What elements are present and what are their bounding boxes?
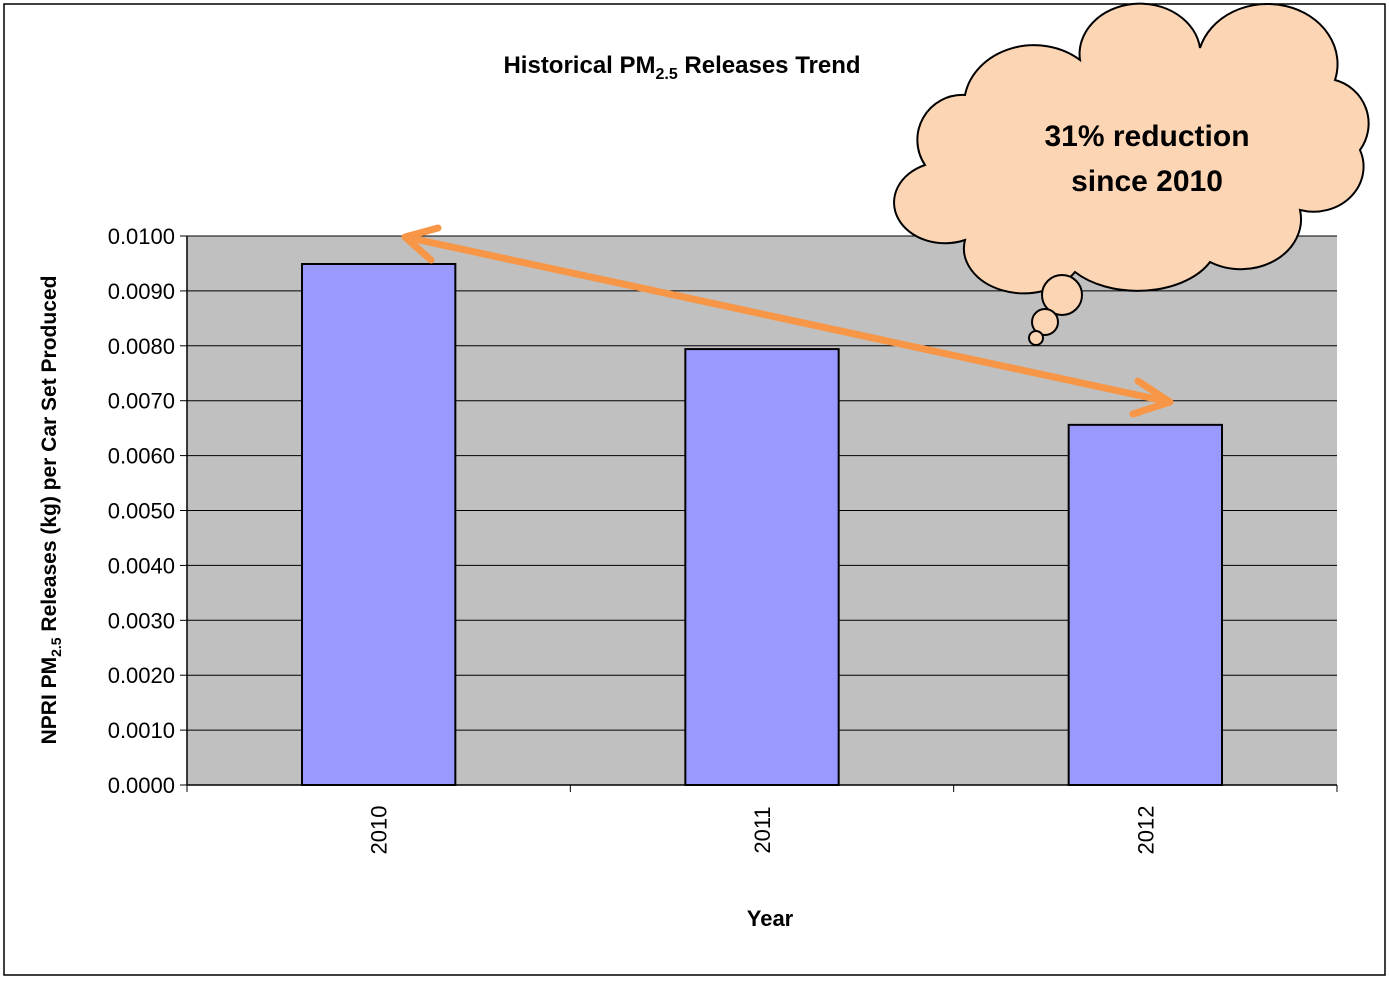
y-label-subscript: 2.5 (48, 637, 64, 657)
y-tick-label: 0.0050 (108, 499, 175, 524)
y-label-text: NPRI PM (38, 657, 61, 745)
x-axis-label: Year (747, 906, 794, 931)
bar (302, 264, 455, 785)
y-tick-label: 0.0090 (108, 279, 175, 304)
y-tick-label: 0.0010 (108, 718, 175, 743)
x-tick-label: 2012 (1133, 806, 1158, 855)
y-tick-label: 0.0060 (108, 444, 175, 469)
plot-area: 0.0000 0.0010 0.0020 0.0030 0.0040 0.0050 0.00… (108, 224, 1337, 854)
y-tick-label: 0.0030 (108, 608, 175, 633)
title-text: Releases Trend (678, 52, 861, 79)
bar (685, 349, 838, 785)
annotation-line: since 2010 (1071, 165, 1223, 198)
chart-title: Historical PM2.5 Releases Trend (503, 52, 860, 83)
x-tick-label: 2010 (367, 806, 392, 855)
x-tick-label: 2011 (750, 806, 775, 853)
title-text: Historical PM (503, 52, 655, 79)
annotation-line: 31% reduction (1044, 120, 1249, 153)
title-subscript: 2.5 (656, 66, 678, 83)
bar (1069, 425, 1222, 785)
y-label-text: Releases (kg) per Car Set Produced (38, 276, 61, 638)
y-tick-label: 0.0080 (108, 334, 175, 359)
y-tick-label: 0.0040 (108, 553, 175, 578)
y-tick-label: 0.0000 (108, 773, 175, 798)
chart: 0.0000 0.0010 0.0020 0.0030 0.0040 0.0050 0.00… (0, 0, 1389, 979)
y-tick-label: 0.0070 (108, 389, 175, 414)
y-tick-label: 0.0100 (108, 224, 175, 249)
y-axis-label: NPRI PM2.5 Releases (kg) per Car Set Pro… (38, 276, 64, 745)
y-tick-label: 0.0020 (108, 663, 175, 688)
